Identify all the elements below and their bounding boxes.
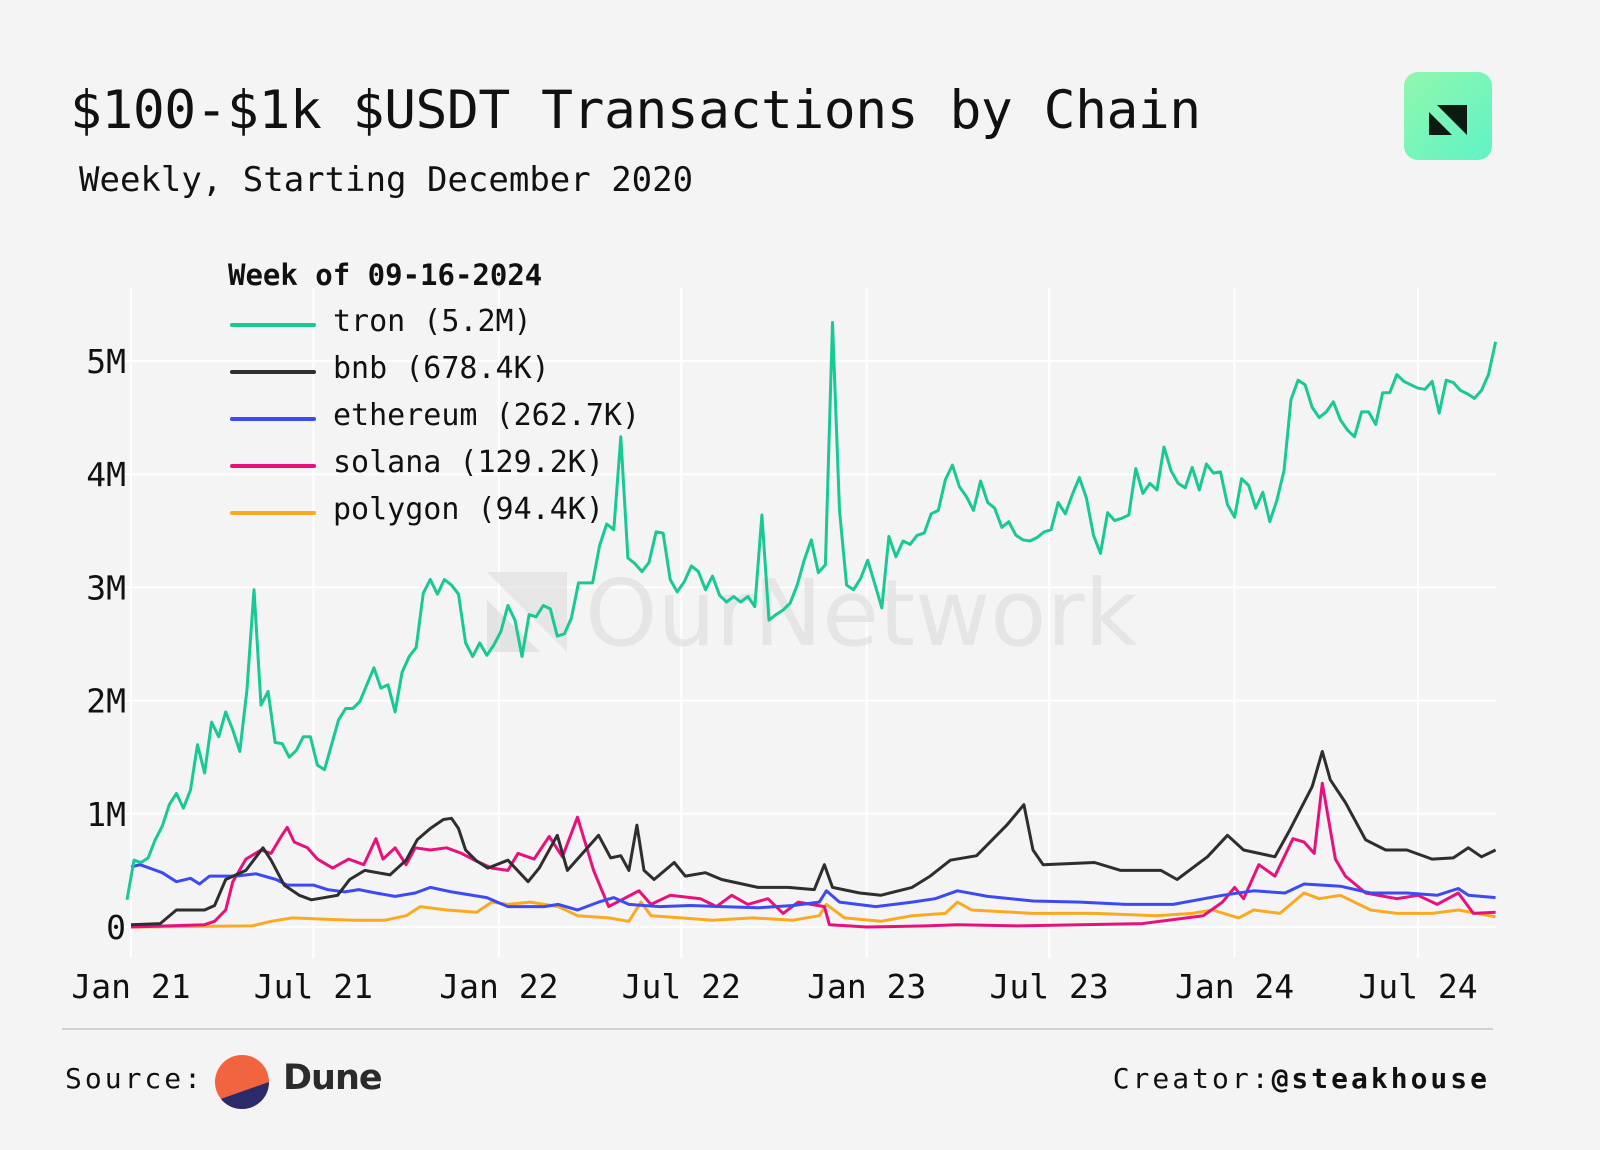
legend-label: ethereum (262.7K): [333, 398, 641, 433]
series-line-bnb: [130, 750, 1497, 927]
series-lines: [125, 321, 1498, 929]
y-tick-label: 2M: [86, 682, 126, 721]
legend-label: bnb (678.4K): [333, 351, 550, 386]
y-tick-label: 4M: [86, 455, 126, 494]
series-line-polygon: [130, 891, 1496, 929]
creator-handle: @steakhouse: [1271, 1062, 1490, 1095]
watermark: OurNetwork: [487, 560, 1138, 667]
creator: Creator:@steakhouse: [1113, 1062, 1490, 1095]
ournetwork-logo-icon: [1404, 72, 1492, 160]
x-tick-label: Jan 23: [807, 967, 926, 1006]
x-tick-label: Jan 24: [1175, 967, 1294, 1006]
chart-title: $100-$1k $USDT Transactions by Chain: [70, 80, 1201, 141]
footer-divider: [62, 1028, 1493, 1030]
series-line-ethereum: [130, 863, 1496, 912]
dune-logo-icon: [215, 1055, 269, 1109]
legend-swatch: [230, 417, 316, 421]
x-axis-ticks: Jan 21 Jul 21 Jan 22 Jul 22 Jan 23 Jul 23 Jan …: [71, 967, 1477, 1006]
x-tick-label: Jul 21: [254, 967, 373, 1006]
y-tick-label: 0: [106, 908, 126, 947]
source-name: Dune: [283, 1058, 383, 1098]
x-tick-label: Jul 23: [990, 967, 1109, 1006]
x-tick-label: Jan 22: [439, 967, 558, 1006]
chart-subtitle: Weekly, Starting December 2020: [79, 160, 694, 200]
y-axis-ticks: 0 1M 2M 3M 4M 5M: [86, 342, 126, 947]
y-tick-label: 5M: [86, 342, 126, 381]
legend-swatch: [230, 323, 316, 327]
legend: Week of 09-16-2024 tron (5.2M) bnb (678.4…: [228, 258, 640, 527]
creator-label: Creator:: [1112, 1062, 1272, 1095]
x-tick-label: Jan 21: [71, 967, 190, 1006]
legend-title: Week of 09-16-2024: [228, 258, 543, 292]
legend-swatch: [230, 464, 316, 468]
source-label: Source:: [65, 1062, 205, 1095]
x-tick-label: Jul 24: [1358, 967, 1477, 1006]
grid: [122, 288, 1496, 958]
y-tick-label: 3M: [86, 568, 126, 607]
legend-label: solana (129.2K): [333, 445, 604, 480]
series-line-solana: [130, 781, 1496, 929]
legend-label: tron (5.2M): [333, 304, 532, 339]
legend-swatch: [230, 511, 316, 515]
legend-label: polygon (94.4K): [333, 492, 604, 527]
series-line-tron: [125, 321, 1498, 901]
x-tick-label: Jul 22: [622, 967, 741, 1006]
y-tick-label: 1M: [86, 795, 126, 834]
legend-swatch: [230, 370, 316, 374]
